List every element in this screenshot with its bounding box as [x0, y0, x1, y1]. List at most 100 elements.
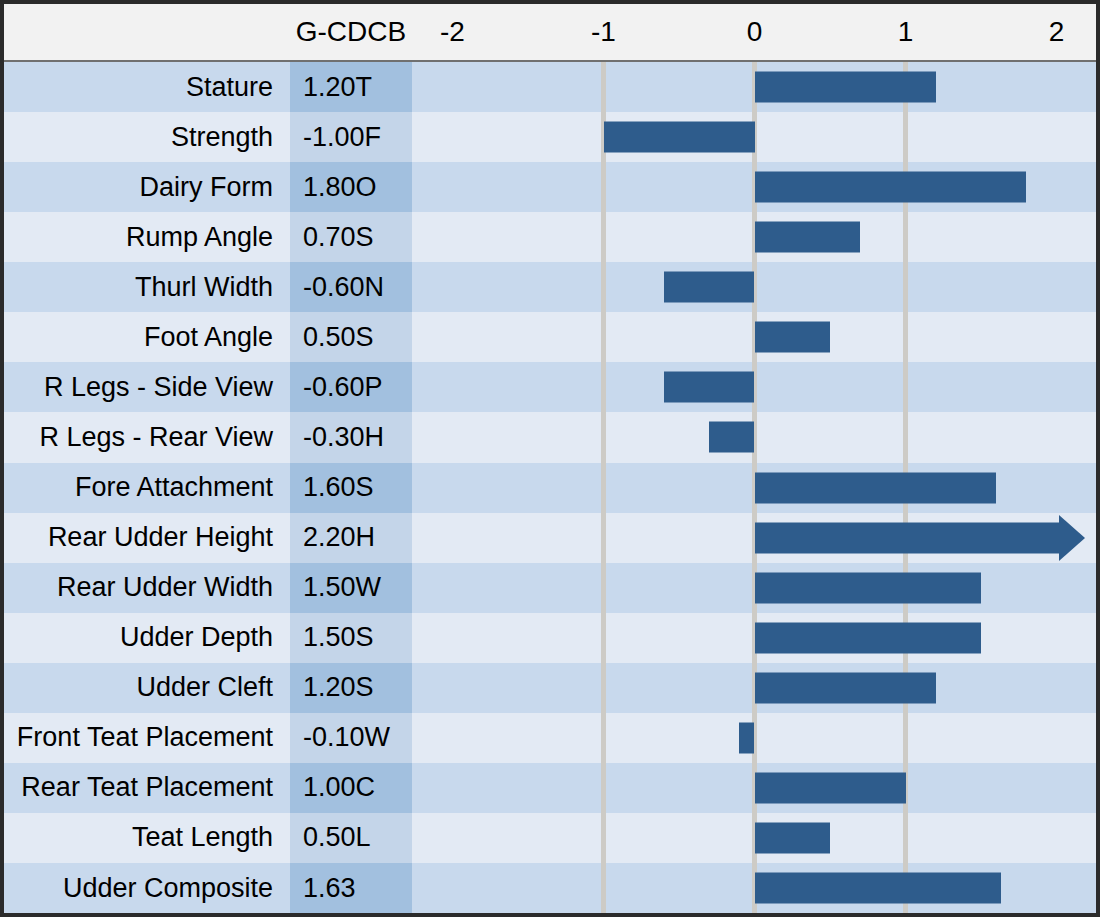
linear-trait-chart: G-CDCB -2-1012 Stature 1.20T Strength -1…: [0, 0, 1100, 917]
trait-label: Udder Depth: [4, 613, 290, 663]
x-axis: -2-1012: [412, 4, 1096, 60]
gridline: [903, 312, 908, 362]
sta-bar: [755, 172, 1027, 203]
trait-value: 0.50S: [290, 312, 412, 362]
gridline: [903, 713, 908, 763]
value-column-header: G-CDCB: [290, 4, 412, 60]
axis-tick-label: 0: [747, 4, 763, 60]
trait-label: Stature: [4, 62, 290, 112]
trait-label: R Legs - Rear View: [4, 412, 290, 462]
trait-label: Rump Angle: [4, 212, 290, 262]
trait-bar-area: [412, 412, 1096, 462]
gridline: [601, 212, 606, 262]
gridline: [601, 412, 606, 462]
trait-bar-area: [412, 112, 1096, 162]
trait-bar-area: [412, 62, 1096, 112]
bar-arrow-head: [1059, 515, 1085, 561]
gridline: [903, 262, 908, 312]
trait-row: Udder Depth 1.50S: [4, 613, 1096, 663]
trait-value: 1.60S: [290, 463, 412, 513]
gridline: [601, 62, 606, 112]
trait-label: Udder Composite: [4, 863, 290, 913]
trait-value: 1.20T: [290, 62, 412, 112]
trait-row: Fore Attachment 1.60S: [4, 463, 1096, 513]
trait-label: Dairy Form: [4, 162, 290, 212]
sta-bar: [755, 72, 936, 103]
trait-value: 1.00C: [290, 763, 412, 813]
trait-bar-area: [412, 312, 1096, 362]
sta-bar: [755, 772, 906, 803]
axis-tick-label: 2: [1049, 4, 1065, 60]
gridline: [903, 212, 908, 262]
sta-bar: [755, 873, 1001, 904]
trait-label: Rear Teat Placement: [4, 763, 290, 813]
trait-value: 0.70S: [290, 212, 412, 262]
trait-row: Rear Udder Width 1.50W: [4, 563, 1096, 613]
gridline: [601, 162, 606, 212]
trait-bar-area: [412, 713, 1096, 763]
trait-bar-area: [412, 362, 1096, 412]
trait-label: Thurl Width: [4, 262, 290, 312]
trait-row: Udder Cleft 1.20S: [4, 663, 1096, 713]
gridline: [601, 262, 606, 312]
gridline: [903, 362, 908, 412]
trait-bar-area: [412, 212, 1096, 262]
trait-row: Dairy Form 1.80O: [4, 162, 1096, 212]
gridline: [903, 112, 908, 162]
trait-label: Rear Udder Width: [4, 563, 290, 613]
sta-bar: [755, 472, 997, 503]
trait-label: Front Teat Placement: [4, 713, 290, 763]
trait-bar-area: [412, 863, 1096, 913]
trait-value: 2.20H: [290, 513, 412, 563]
axis-tick-label: -1: [591, 4, 616, 60]
axis-tick-label: -2: [440, 4, 465, 60]
sta-bar: [755, 822, 831, 853]
trait-row: Rear Teat Placement 1.00C: [4, 763, 1096, 813]
trait-row: R Legs - Rear View -0.30H: [4, 412, 1096, 462]
trait-row: Rump Angle 0.70S: [4, 212, 1096, 262]
trait-row: Thurl Width -0.60N: [4, 262, 1096, 312]
trait-rows: Stature 1.20T Strength -1.00F Dairy Form…: [4, 62, 1096, 913]
sta-bar: [755, 222, 861, 253]
trait-label: Teat Length: [4, 813, 290, 863]
trait-label: Strength: [4, 112, 290, 162]
trait-bar-area: [412, 262, 1096, 312]
trait-row: Strength -1.00F: [4, 112, 1096, 162]
trait-row: Teat Length 0.50L: [4, 813, 1096, 863]
sta-bar: [755, 672, 936, 703]
trait-value: -0.30H: [290, 412, 412, 462]
sta-bar: [664, 372, 755, 403]
gridline: [601, 663, 606, 713]
trait-row: Foot Angle 0.50S: [4, 312, 1096, 362]
gridline: [601, 863, 606, 913]
trait-value: -1.00F: [290, 112, 412, 162]
trait-bar-area: [412, 463, 1096, 513]
trait-label: Foot Angle: [4, 312, 290, 362]
trait-value: 1.63: [290, 863, 412, 913]
trait-bar-area: [412, 613, 1096, 663]
trait-label: R Legs - Side View: [4, 362, 290, 412]
trait-value: 1.50S: [290, 613, 412, 663]
gridline: [903, 412, 908, 462]
gridline: [601, 362, 606, 412]
trait-bar-area: [412, 513, 1096, 563]
trait-row: Stature 1.20T: [4, 62, 1096, 112]
gridline: [601, 463, 606, 513]
gridline: [903, 813, 908, 863]
gridline: [601, 513, 606, 563]
trait-row: Rear Udder Height 2.20H: [4, 513, 1096, 563]
sta-bar: [755, 322, 831, 353]
trait-bar-area: [412, 813, 1096, 863]
gridline: [601, 613, 606, 663]
trait-value: 1.20S: [290, 663, 412, 713]
trait-bar-area: [412, 763, 1096, 813]
trait-row: R Legs - Side View -0.60P: [4, 362, 1096, 412]
trait-label: Fore Attachment: [4, 463, 290, 513]
trait-value: 1.50W: [290, 563, 412, 613]
trait-row: Udder Composite 1.63: [4, 863, 1096, 913]
sta-bar: [755, 522, 1059, 553]
sta-bar: [709, 422, 754, 453]
trait-bar-area: [412, 162, 1096, 212]
gridline: [601, 813, 606, 863]
trait-value: 0.50L: [290, 813, 412, 863]
